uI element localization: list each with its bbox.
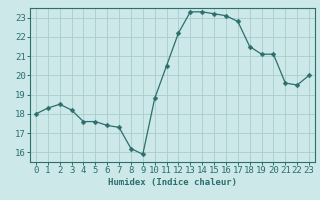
X-axis label: Humidex (Indice chaleur): Humidex (Indice chaleur)	[108, 178, 237, 187]
